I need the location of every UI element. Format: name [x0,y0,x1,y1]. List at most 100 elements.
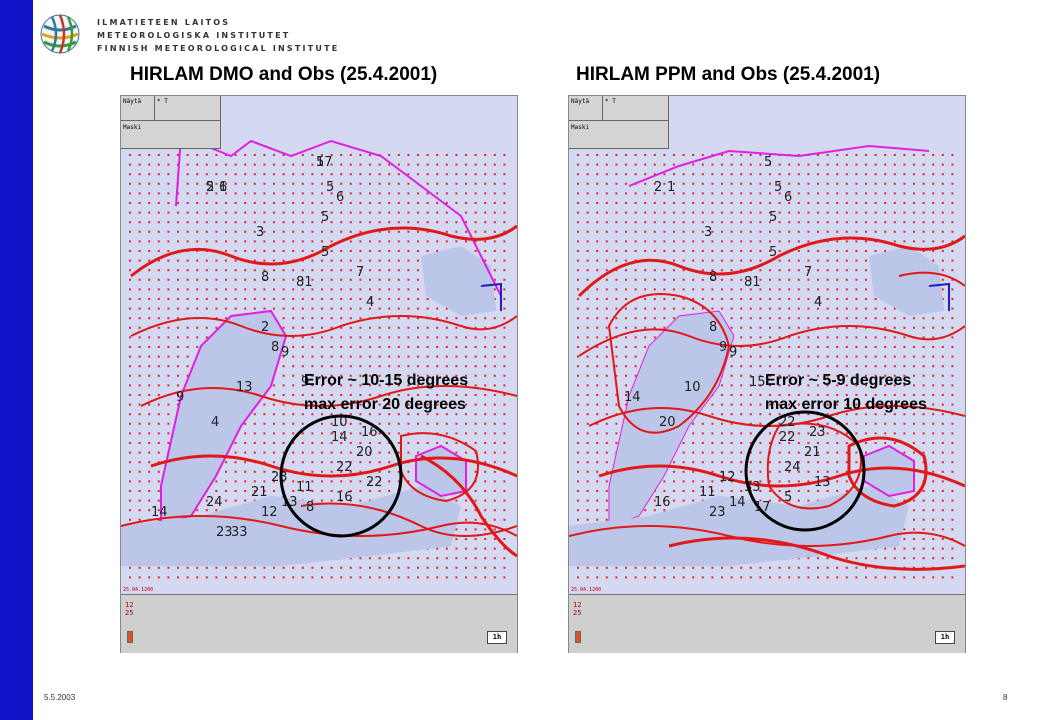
station-value: 8 [709,320,717,335]
station-value: 12 [719,470,736,485]
station-value: 13 [814,475,831,490]
station-value: 1 [667,180,675,195]
station-value: 4 [814,295,822,310]
station-value: 6 [219,180,227,195]
map-control-strip: 25.04.1200 12 25 1h [121,587,517,653]
gulf-of-bothnia [160,309,288,528]
station-value: 5 [769,245,777,260]
strip-number: 25 [125,609,134,617]
station-value: 7 [804,265,812,280]
station-value: 17 [316,155,333,170]
station-value: 23 [216,525,233,540]
org-line-1: ILMATIETEEN LAITOS [97,18,231,27]
gulf-of-finland [121,486,461,566]
station-value: 5 [774,180,782,195]
station-value: 24 [206,495,223,510]
gulf-of-bothnia [608,310,735,527]
time-slider-handle[interactable] [575,631,581,643]
station-value: 8 [709,270,717,285]
station-value: 11 [296,480,313,495]
panel-title-ppm: HIRLAM PPM and Obs (25.4.2001) [576,64,881,85]
fmi-globe-logo [40,14,80,54]
station-value: 6 [336,190,344,205]
station-value: 5 [321,245,329,260]
page-number: 8 [1003,693,1008,702]
station-value: 22 [336,460,353,475]
error-annotation-line: Error ~ 10-15 degrees [304,372,469,389]
station-value: 5 [784,490,792,505]
station-value: 16 [336,490,353,505]
sidebar-accent-bar [0,0,33,720]
station-value: 22 [779,430,796,445]
station-value: 5 [206,180,214,195]
station-value: 23 [271,470,288,485]
station-value: 15 [749,375,766,390]
station-value: 9 [719,340,727,355]
legend-show-label: Näytä [123,98,142,105]
time-step-button[interactable]: 1h [935,631,955,644]
station-value: 24 [784,460,801,475]
error-annotation-line: Error ~ 5-9 degrees [765,372,912,389]
station-value: 14 [331,430,348,445]
station-value: 20 [659,415,676,430]
strip-number: 25 [573,609,582,617]
legend-mask-label: Maski [123,124,142,131]
station-value: 3 [704,225,712,240]
temperature-contours [569,234,965,571]
station-value: 8 [271,340,279,355]
legend-variable: * T [605,98,616,105]
station-value: 14 [729,495,746,510]
station-value: 2 [261,320,269,335]
zero-isotherm [175,134,502,297]
coastline-segment [928,282,950,311]
station-value: 13 [236,380,253,395]
panel-title-dmo: HIRLAM DMO and Obs (25.4.2001) [130,64,438,85]
white-sea [869,246,944,316]
map-timestamp: 25.04.1200 [571,587,602,593]
station-value: 10 [684,380,701,395]
strip-number: 12 [125,601,134,609]
error-highlight-circle [744,410,866,532]
station-value: 22 [366,475,383,490]
time-step-button[interactable]: 1h [487,631,507,644]
station-value: 7 [356,265,364,280]
map-legend: Näytä * T Maski [121,96,221,149]
station-value: 5 [316,155,324,170]
station-value: 9 [281,345,289,360]
station-value: 5 [326,180,334,195]
station-value: 4 [366,295,374,310]
station-value: 20 [356,445,373,460]
zero-isotherm [628,144,930,187]
station-value: 14 [151,505,168,520]
station-value: 6 [784,190,792,205]
legend-show-label: Näytä [571,98,590,105]
legend-mask-label: Maski [571,124,590,131]
station-value: 5 [764,155,772,170]
station-value: 21 [804,445,821,460]
weather-map-dmo: 5 2 1 5 6 5 3 5 8 7 4 81 2 8 9 9 13 9 4 10 14 16 20 22 22 23 21 24 1… [120,95,518,653]
station-value: 8 [306,500,314,515]
station-value: 17 [754,500,771,515]
station-value: 14 [624,390,641,405]
coastline-segment [480,282,502,311]
error-annotation-dmo: Error ~ 10-15 degrees max error 20 degre… [304,369,468,417]
station-value: 81 [744,275,761,290]
station-value: 9 [729,345,737,360]
legend-variable: * T [157,98,168,105]
time-slider-handle[interactable] [127,631,133,643]
error-annotation-line: max error 10 degrees [765,396,927,413]
station-value: 4 [211,415,219,430]
station-value: 1 [219,180,227,195]
station-value: 2 [206,180,214,195]
organization-name: ILMATIETEEN LAITOS METEOROLOGISKA INSTIT… [97,16,339,55]
station-value: 5 [321,210,329,225]
station-value: 12 [261,505,278,520]
station-value: 23 [709,505,726,520]
error-annotation-line: max error 20 degrees [304,396,466,413]
footer-date: 5.5.2003 [44,693,76,702]
station-value: 81 [296,275,313,290]
station-value: 21 [251,485,268,500]
station-value: 16 [654,495,671,510]
